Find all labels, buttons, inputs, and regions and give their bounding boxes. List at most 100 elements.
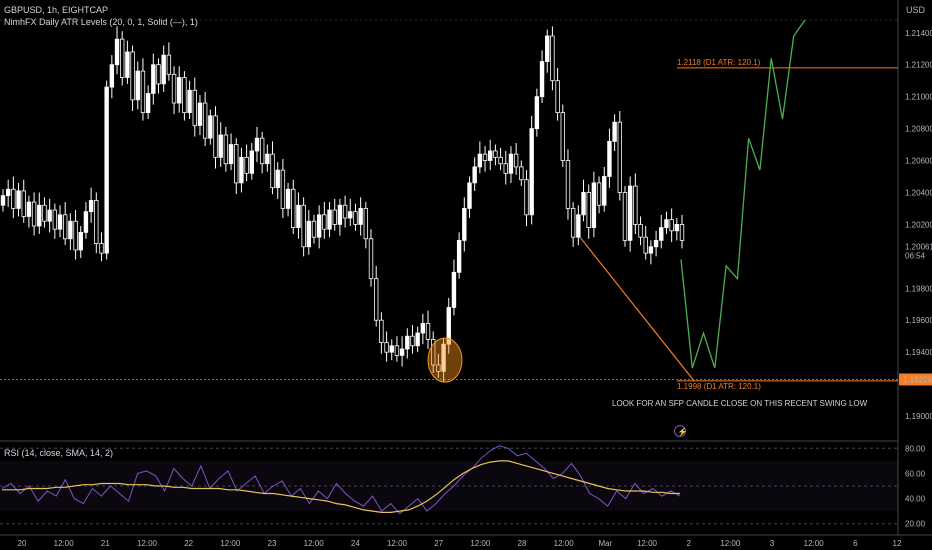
time-tick-12: 28 [518,539,527,548]
candle-body-121 [627,185,633,241]
time-tick-5: 12:00 [220,539,241,548]
time-axis[interactable]: 20 12:00 21 12:00 22 12:00 23 12:00 24 12:00 27 12:… [0,534,932,548]
candle-24 [125,40,130,84]
candle-body-49 [254,137,260,152]
candle-55 [285,182,291,217]
candle-11 [57,205,63,238]
price-tick-0: 1.21400 [905,29,932,38]
candle-127 [659,214,664,249]
candle-116 [602,166,607,212]
candle-body-74 [384,342,389,353]
candle-74 [384,331,389,362]
price-panel[interactable]: 1.2118 (D1 ATR: 120.1) 1.1998 (D1 ATR: 12… [0,0,899,535]
candle-12 [62,202,68,246]
candle-30 [156,58,161,94]
price-tick-6: 1.20200 [905,220,932,229]
candle-109 [565,149,571,220]
candle-65 [337,198,343,236]
rsi-band [0,460,898,512]
candle-98 [508,146,514,183]
candle-73 [379,312,384,354]
candle-body-84 [436,364,441,372]
price-tick-2: 1.21000 [905,93,932,102]
candle-body-11 [57,214,63,230]
candle-32 [166,42,172,81]
time-tick-10: 27 [434,539,443,548]
candle-body-115 [596,182,602,206]
price-tick-9: 1.19400 [905,348,932,357]
candle-87 [451,259,457,316]
candle-body-69 [358,208,363,225]
candle-27 [140,58,146,121]
candle-107 [555,67,560,121]
rsi-panel[interactable] [0,445,898,525]
candle-114 [591,171,597,238]
candle-body-8 [42,204,47,222]
candle-body-96 [498,156,503,165]
candle-104 [539,50,545,104]
candle-17 [88,187,94,223]
countdown-label: 06:54 [905,252,926,261]
candle-body-37 [192,89,197,126]
candle-123 [638,216,643,246]
time-tick-14: Mar [598,539,612,548]
candle-body-72 [373,278,379,321]
candle-67 [348,198,353,227]
candle-20 [104,80,109,260]
rsi-label: RSI (14, close, SMA, 14, 2) [4,448,114,458]
candle-35 [182,71,187,121]
candle-body-35 [182,77,187,114]
candle-49 [254,126,260,163]
candle-130 [674,218,680,241]
candle-body-12 [62,214,68,240]
candle-16 [83,202,89,239]
candle-body-71 [368,238,374,280]
candle-4 [21,179,26,223]
candle-body-67 [348,211,353,219]
candle-9 [47,198,52,233]
time-tick-13: 12:00 [554,539,575,548]
candle-body-55 [285,188,291,209]
atr-level-lower-label: 1.1998 (D1 ATR: 120.1) [677,382,761,391]
candle-75 [389,339,394,361]
rsi-tick-0: 80.00 [905,444,926,453]
candle-body-23 [120,38,125,78]
candle-119 [617,111,623,201]
candle-body-51 [265,153,270,165]
candle-2 [11,176,16,219]
candle-body-119 [617,121,623,193]
time-tick-19: 12:00 [804,539,825,548]
candle-body-108 [560,112,565,161]
projection-path [680,19,806,369]
candle-body-41 [213,115,218,158]
candle-body-86 [446,307,451,345]
candle-body-42 [218,134,223,158]
candle-13 [68,213,73,250]
candle-102 [529,115,534,225]
candle-body-82 [425,323,431,340]
candle-body-33 [171,73,177,104]
candle-68 [353,203,358,231]
candle-103 [534,88,540,137]
candle-body-63 [327,209,332,230]
candle-body-0 [0,195,6,206]
candle-80 [415,326,420,353]
candle-112 [581,179,586,222]
candle-body-54 [280,169,286,209]
candle-body-62 [322,214,327,230]
candle-body-18 [94,200,99,244]
candle-118 [612,114,617,151]
event-badge [674,425,686,437]
candle-131 [679,214,685,249]
candle-body-79 [410,335,415,347]
candle-body-83 [431,338,436,366]
candle-21 [109,55,115,99]
price-axis[interactable]: 1.21400 1.21200 1.21000 1.20800 1.20600 1.204… [899,29,932,529]
candle-body-65 [337,204,343,225]
candle-91 [472,157,477,191]
candle-113 [586,184,591,239]
candle-71 [368,229,374,287]
candle-body-38 [197,102,203,126]
candle-115 [596,176,602,214]
